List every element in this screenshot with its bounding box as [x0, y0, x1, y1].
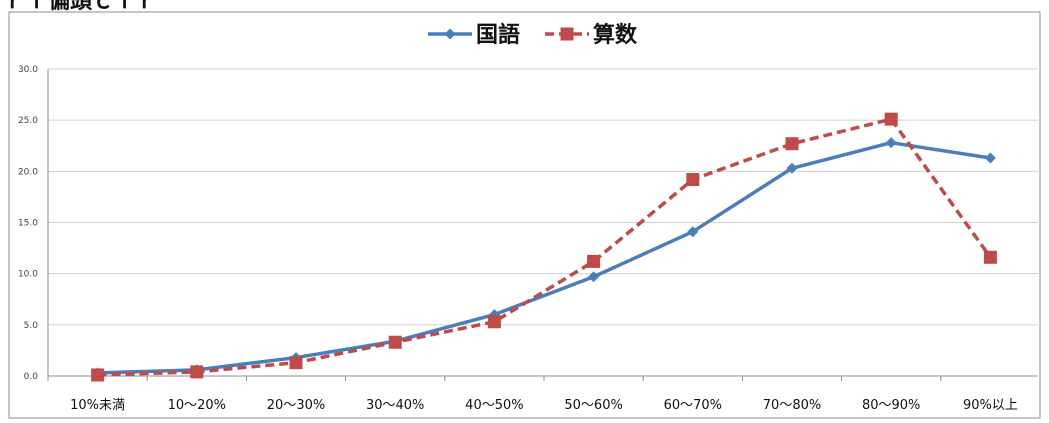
x-tick-label: 60～70% [664, 398, 722, 413]
y-tick-label: 10.0 [18, 270, 38, 280]
series-2 [91, 112, 997, 382]
x-tick-label: 20～30% [267, 398, 325, 413]
chart-legend: 国語 算数 [428, 22, 638, 48]
series-line [97, 140, 991, 375]
data-point [587, 254, 601, 268]
legend-marker [444, 28, 456, 40]
data-point [786, 162, 798, 174]
x-tick-label: 80～90% [862, 398, 920, 413]
y-axis: 0.0 5.0 10.0 15.0 20.0 25.0 30.0 [18, 65, 49, 382]
legend-item-1: 国語 [428, 22, 520, 48]
x-tick-label: 10%未満 [70, 398, 125, 413]
series-line [97, 117, 992, 377]
legend-marker [560, 27, 574, 41]
data-point [885, 137, 897, 149]
y-tick-label: 5.0 [24, 321, 39, 331]
x-tick-label: 70～80% [763, 398, 821, 413]
series-group [91, 112, 997, 382]
x-tick-label: 90%以上 [963, 398, 1018, 413]
x-tick-label: 30～40% [366, 398, 424, 413]
data-point [487, 315, 501, 329]
data-point [983, 250, 997, 264]
chart-border [8, 11, 1041, 419]
x-tick-label: 50～60% [564, 398, 622, 413]
data-point [785, 137, 799, 151]
data-point [884, 112, 898, 126]
y-tick-label: 30.0 [18, 65, 38, 75]
y-tick-label: 20.0 [18, 167, 38, 177]
grid-lines [48, 68, 1038, 326]
chart-title-partial: ｒｆ偏頭ｃｆｒ [4, 0, 158, 14]
legend-item-2: 算数 [545, 22, 638, 48]
data-point [588, 271, 600, 283]
x-tick-label: 10～20% [168, 398, 226, 413]
x-tick-label: 40～50% [465, 398, 523, 413]
data-point [190, 365, 204, 379]
x-axis: 10%未満 10～20% 20～30% 30～40% 40～50% 50～60% 60～70… [47, 375, 1041, 413]
data-point [91, 368, 105, 382]
data-point [686, 173, 700, 187]
legend-label: 国語 [476, 22, 520, 48]
y-tick-label: 0.0 [24, 372, 39, 382]
y-tick-label: 15.0 [18, 219, 38, 229]
legend-label: 算数 [593, 22, 638, 48]
data-point [388, 335, 402, 349]
data-point [984, 152, 996, 164]
y-tick-label: 25.0 [18, 116, 38, 126]
data-point [687, 226, 699, 238]
data-point [289, 356, 303, 370]
